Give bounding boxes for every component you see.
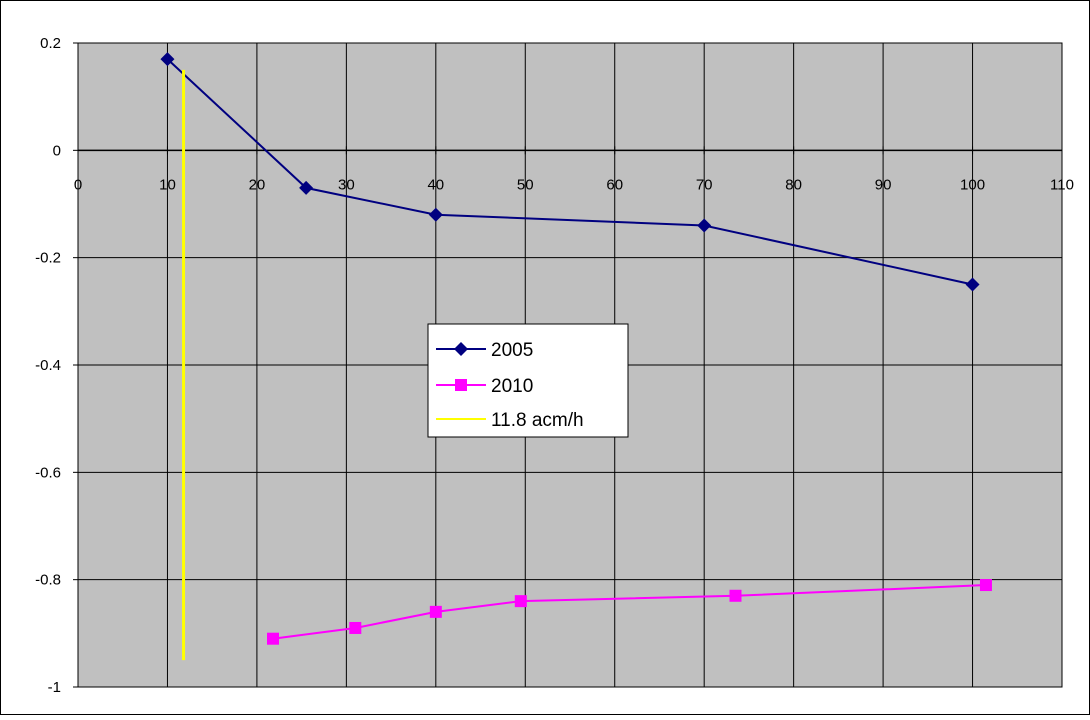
series-1: [267, 579, 992, 645]
y-tick-label: -0.2: [35, 250, 61, 267]
data-point: [160, 52, 175, 67]
legend: 2005 2010 11.8 acm/h: [427, 323, 629, 438]
axes: [73, 42, 1063, 688]
legend-label-11-8-acmh: 11.8 acm/h: [491, 410, 584, 431]
x-tick-label: 100: [960, 176, 985, 193]
data-point: [729, 589, 742, 602]
x-tick-label: 20: [249, 176, 266, 193]
x-axis-tick-labels: 0 10 20 30 40 50 60 70 80 90 100 110: [74, 176, 1074, 193]
y-tick-label: 0.2: [40, 35, 61, 52]
x-tick-label: 70: [696, 176, 713, 193]
y-axis-tick-labels: 0.2 0 -0.2 -0.4 -0.6 -0.8 -1: [35, 35, 61, 696]
x-tick-label: 0: [74, 176, 82, 193]
legend-label-2005: 2005: [491, 340, 533, 361]
series-0: [160, 52, 980, 292]
data-point: [514, 595, 527, 608]
data-point: [979, 579, 992, 592]
x-tick-label: 10: [159, 176, 176, 193]
x-tick-label: 110: [1050, 176, 1074, 193]
y-tick-label: -0.4: [35, 357, 61, 374]
data-point: [299, 180, 314, 195]
data-point: [349, 621, 362, 634]
y-tick-label: -1: [48, 679, 61, 696]
legend-marker-2005: [454, 342, 468, 356]
x-tick-label: 80: [785, 176, 802, 193]
data-point: [965, 277, 980, 292]
legend-label-2010: 2010: [491, 376, 533, 397]
x-tick-label: 90: [875, 176, 892, 193]
y-tick-label: -0.8: [35, 572, 61, 589]
data-point: [697, 218, 712, 233]
series-layer: [160, 52, 992, 661]
y-tick-label: -0.6: [35, 464, 61, 481]
data-point: [429, 605, 442, 618]
x-tick-label: 30: [338, 176, 355, 193]
x-tick-label: 60: [606, 176, 623, 193]
series-line-1: [272, 584, 987, 640]
x-tick-label: 50: [517, 176, 534, 193]
y-tick-label: 0: [53, 142, 61, 159]
data-point: [267, 632, 280, 645]
data-point: [428, 207, 443, 222]
legend-marker-2010: [455, 379, 467, 391]
x-tick-label: 40: [427, 176, 444, 193]
